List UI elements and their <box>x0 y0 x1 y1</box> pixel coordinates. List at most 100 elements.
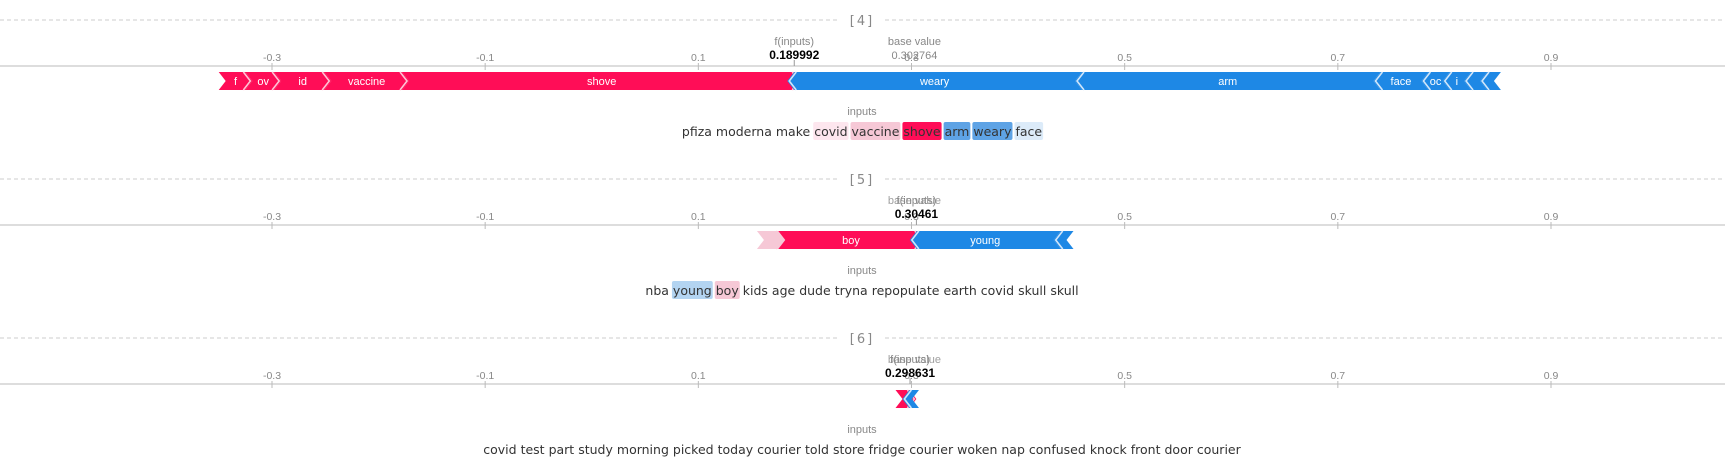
f-inputs-label: f(inputs) <box>890 354 930 366</box>
blue-segment <box>1075 72 1381 90</box>
red-segment <box>756 231 786 249</box>
blue-segment <box>909 231 1061 249</box>
input-token: repopulate <box>872 283 940 298</box>
blue-segment <box>1421 72 1450 90</box>
input-token: vaccine <box>852 124 900 139</box>
segment-divider <box>1054 230 1064 250</box>
sample-title: [6] <box>850 332 874 347</box>
segment-label: shove <box>587 76 616 88</box>
red-segment <box>778 231 924 249</box>
segment-divider <box>903 389 912 409</box>
f-value: 0.30461 <box>895 207 939 221</box>
input-token: skull <box>1050 283 1078 298</box>
tick-label: -0.1 <box>476 370 494 382</box>
input-token: moderna <box>716 124 772 139</box>
force-plot-2: [6] -0.3 -0.1 0.1 0.3 0.5 0.7 0.9 f(inputs)0.298… <box>0 332 1725 457</box>
tick-label: 0.3 <box>904 52 919 64</box>
input-token: nba <box>645 283 669 298</box>
tick-label: 0.1 <box>691 211 706 223</box>
tick-label: 0.5 <box>1117 211 1132 223</box>
tick-label: 0.3 <box>904 370 919 382</box>
segment-divider <box>1076 71 1085 91</box>
input-token: fridge <box>869 442 906 457</box>
red-segment <box>324 72 410 90</box>
input-token: covid <box>981 283 1014 298</box>
sample-title: [5] <box>850 173 874 188</box>
sample-title: [4] <box>850 14 874 29</box>
base-value: 0.302764 <box>892 50 938 62</box>
input-token: picked <box>673 442 714 457</box>
segment-divider <box>788 71 797 91</box>
segment-label: vaccine <box>348 76 385 88</box>
segment-label: f <box>234 76 238 88</box>
tick-label: 0.3 <box>904 211 919 223</box>
input-token: covid <box>814 124 847 139</box>
input-token: test <box>521 442 545 457</box>
token-highlight <box>850 122 901 140</box>
input-token: arm <box>945 124 970 139</box>
segment-label: oc <box>1430 76 1442 88</box>
token-highlight <box>1014 122 1044 140</box>
tick-label: -0.3 <box>263 370 281 382</box>
tick-label: -0.3 <box>263 52 281 64</box>
input-token: front <box>1131 442 1161 457</box>
segment-label: arm <box>1218 76 1237 88</box>
token-row: pfiza moderna make covid vaccine shove arm wear… <box>682 122 1044 140</box>
segment-divider <box>1443 71 1453 91</box>
input-token: weary <box>973 124 1012 139</box>
input-token: kids <box>743 283 768 298</box>
token-highlight <box>671 281 713 299</box>
segment-divider <box>242 71 252 91</box>
inputs-label: inputs <box>847 424 877 436</box>
token-highlight <box>714 281 740 299</box>
input-token: store <box>833 442 865 457</box>
segment-divider <box>321 71 331 91</box>
token-row: covid test part study morning picked today cour… <box>483 442 1241 457</box>
input-token: skull <box>1018 283 1046 298</box>
segment-label: face <box>1391 76 1412 88</box>
tick-label: 0.5 <box>1117 370 1132 382</box>
segment-divider <box>1465 71 1474 91</box>
segment-divider <box>1422 71 1432 91</box>
red-segment <box>218 72 253 90</box>
input-token: courier <box>909 442 954 457</box>
token-row: nba young boy kids age dude tryna repopulate ear… <box>645 281 1079 299</box>
segment-divider <box>271 71 281 91</box>
blue-segment <box>1373 72 1429 90</box>
token-highlight <box>813 122 849 140</box>
blue-segment <box>787 72 1083 90</box>
segment-divider <box>399 71 409 91</box>
input-token: face <box>1015 124 1042 139</box>
input-token: study <box>578 442 613 457</box>
f-inputs-label: f(inputs) <box>897 195 937 207</box>
input-token: make <box>776 124 811 139</box>
input-token: covid <box>483 442 516 457</box>
input-token: knock <box>1090 442 1128 457</box>
inputs-label: inputs <box>847 265 877 277</box>
f-inputs-label: f(inputs) <box>774 36 814 48</box>
blue-segment <box>902 390 919 408</box>
segment-label: weary <box>919 76 950 88</box>
inputs-label: inputs <box>847 106 877 118</box>
input-token: age <box>772 283 796 298</box>
tick-label: 0.7 <box>1331 52 1346 64</box>
input-token: courier <box>757 442 802 457</box>
force-plot-1: [5] -0.3 -0.1 0.1 0.3 0.5 0.7 0.9 boy young f(inpu… <box>0 173 1725 299</box>
segment-divider <box>910 230 920 250</box>
token-highlight <box>902 122 942 140</box>
segment-divider <box>775 230 785 250</box>
tick-label: 0.7 <box>1331 211 1346 223</box>
input-token: pfiza <box>682 124 712 139</box>
tick-label: -0.1 <box>476 211 494 223</box>
red-segment <box>402 72 802 90</box>
segment-divider <box>1374 71 1384 91</box>
tick-label: 0.7 <box>1331 370 1346 382</box>
input-token: dude <box>799 283 831 298</box>
segment-divider <box>1481 71 1490 91</box>
tick-label: 0.9 <box>1544 52 1559 64</box>
tick-label: 0.5 <box>1117 52 1132 64</box>
segment-label: young <box>970 235 1000 247</box>
tick-label: 0.9 <box>1544 370 1559 382</box>
tick-label: 0.1 <box>691 370 706 382</box>
